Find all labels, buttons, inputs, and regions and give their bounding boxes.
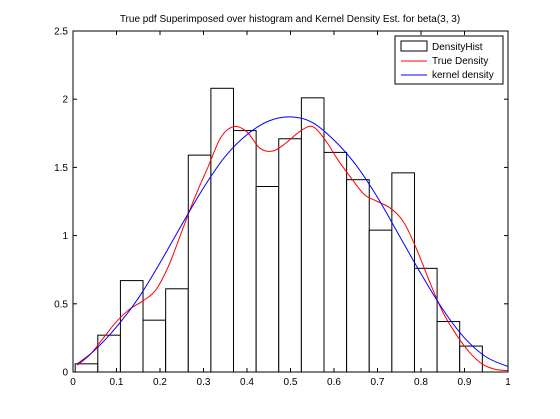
true-density-line (77, 125, 509, 372)
histogram-bar (323, 151, 348, 373)
histogram-bar (255, 186, 280, 373)
histogram-bar (210, 87, 235, 373)
x-tick-label: 0.8 (414, 377, 428, 388)
histogram-bar (368, 229, 393, 373)
legend-label-kernel-density: kernel density (432, 70, 494, 81)
histogram-bar (187, 154, 212, 373)
x-tick-label: 0.6 (327, 377, 341, 388)
x-tick-label: 0.3 (197, 377, 211, 388)
x-tick-label: 0.9 (458, 377, 472, 388)
y-tick-label: 0 (62, 368, 68, 379)
density-lines (77, 116, 509, 372)
histogram-bar (300, 97, 325, 373)
chart-title: True pdf Superimposed over histogram and… (120, 14, 460, 25)
x-tick-label: 0.5 (284, 377, 298, 388)
y-tick-label: 1.5 (54, 163, 68, 174)
x-tick-label: 0.4 (240, 377, 254, 388)
legend-label-densityhist: DensityHist (432, 42, 483, 53)
x-tick-label: 0.2 (153, 377, 167, 388)
y-tick-label: 2 (62, 95, 68, 106)
histogram-bar (74, 363, 99, 373)
y-tick-label: 2.5 (54, 27, 68, 38)
x-tick-label: 0 (70, 377, 76, 388)
histogram-bar (165, 288, 189, 373)
histogram-bar (233, 130, 257, 373)
x-tick-label: 1 (505, 377, 511, 388)
kernel-density-line (77, 116, 509, 367)
legend-swatch-densityhist (400, 40, 428, 52)
histogram-bar (278, 138, 302, 373)
x-tick-label: 0.1 (110, 377, 124, 388)
legend: DensityHist True Density kernel density (394, 35, 504, 85)
y-axis-ticks: 0 0.5 1 1.5 2 2.5 (54, 27, 508, 379)
histogram-bar (459, 345, 483, 373)
x-axis-ticks: 0 0.1 0.2 0.3 0.4 0.5 0.6 0.7 0.8 0.9 1 (70, 31, 511, 388)
histogram-bar (346, 179, 370, 373)
histogram-bar (436, 321, 461, 373)
y-tick-label: 0.5 (54, 299, 68, 310)
histogram-bar (119, 280, 144, 373)
histogram-bar (142, 319, 167, 373)
histogram-bar (413, 267, 438, 373)
y-tick-label: 1 (62, 231, 68, 242)
histogram-bar (391, 172, 415, 373)
legend-label-true-density: True Density (432, 56, 488, 67)
histogram-bars (74, 87, 483, 373)
x-tick-label: 0.7 (371, 377, 385, 388)
